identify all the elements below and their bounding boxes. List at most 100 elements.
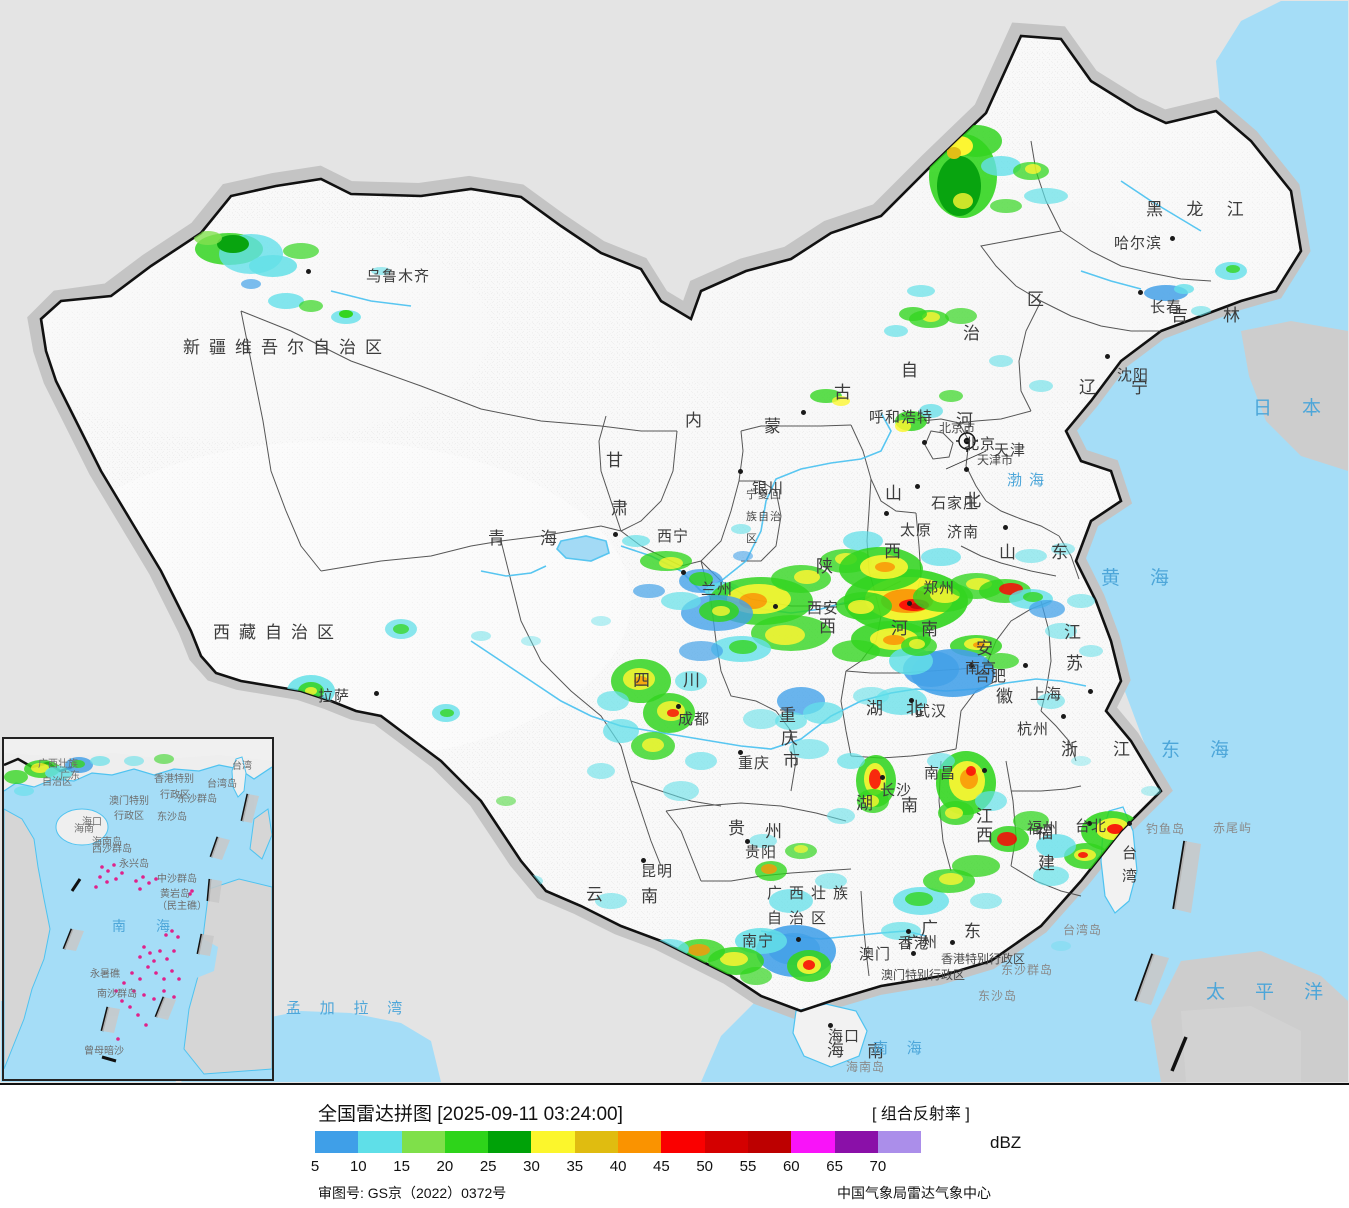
color-scale-tick-40: 40 — [609, 1158, 627, 1175]
province-label-48: 东 — [964, 922, 990, 942]
color-swatch-35 — [574, 1131, 619, 1153]
city-label-18: 杭州 — [1017, 720, 1050, 738]
color-scale-tick-5: 5 — [310, 1158, 320, 1175]
province-label-47: 广 — [921, 919, 947, 939]
city-label-19: 武汉 — [915, 702, 948, 720]
city-label-10: 银川 — [752, 479, 785, 497]
city-marker-22 — [1087, 821, 1092, 826]
inset-label-18: （民主礁） — [157, 901, 207, 912]
city-marker-15 — [969, 663, 974, 668]
color-scale-tick-30: 30 — [523, 1158, 540, 1175]
city-marker-33 — [911, 951, 916, 956]
city-label-28: 南宁 — [742, 932, 775, 950]
city-marker-32 — [950, 940, 955, 945]
city-marker-0 — [306, 269, 311, 274]
sea-label-2: 东 海 — [1161, 739, 1242, 761]
inset-label-17: 黄岩岛 — [160, 889, 190, 900]
province-label-36: 四 — [633, 671, 659, 691]
city-label-7: 石家庄 — [931, 494, 980, 512]
province-label-11: 辽 宁 — [1079, 378, 1157, 398]
province-label-31: 南 — [901, 796, 927, 816]
city-label-9: 济南 — [947, 523, 980, 541]
province-label-52: 湾 — [1122, 867, 1145, 885]
city-label-22: 福州 — [1027, 819, 1060, 837]
city-marker-30 — [828, 1023, 833, 1028]
city-label-5: 北京 — [964, 435, 997, 453]
sea-label-6: 孟 加 拉 湾 — [286, 999, 410, 1017]
city-marker-2 — [1138, 290, 1143, 295]
capital-marker — [956, 430, 978, 452]
province-label-32: 江 — [976, 807, 1002, 827]
province-label-45: 广西壮族 — [767, 884, 856, 902]
color-scale-tick-65: 65 — [826, 1158, 843, 1175]
province-label-51: 台 — [1122, 844, 1145, 862]
island-label-1: 赤尾屿 — [1213, 821, 1253, 835]
island-label-2: 台湾岛 — [1063, 923, 1103, 937]
radar-map-area[interactable]: 新疆维吾尔自治区 西藏自治区青 海内蒙古自治区黑 龙 江吉 林辽 宁河北山西山 东… — [0, 0, 1349, 1083]
color-swatch-70 — [877, 1131, 922, 1153]
province-label-2: 青 海 — [488, 529, 566, 549]
legend-title: 全国雷达拼图 [2025-09-11 03:24:00] — [318, 1104, 623, 1125]
inset-label-5: 行政区 — [160, 790, 190, 801]
sea-label-5: 渤海 — [1007, 471, 1052, 489]
city-marker-26 — [641, 858, 646, 863]
province-label-19: 陕 — [816, 557, 842, 577]
color-swatch-55 — [747, 1131, 792, 1153]
south-china-sea-inset[interactable]: 广西壮族 自治区 广东 台湾 香港特别 行政区 台湾岛 澳门特别 行政区 东沙群岛 东沙岛 海口 海南海… — [2, 737, 274, 1081]
inset-label-6: 台湾岛 — [207, 779, 237, 790]
city-label-26: 昆明 — [641, 862, 674, 880]
color-scale-tick-35: 35 — [566, 1158, 584, 1175]
legend-product-type: [ 组合反射率 ] — [872, 1106, 970, 1123]
province-label-10: 吉 林 — [1171, 306, 1249, 326]
inset-label-9: 东沙群岛 — [177, 794, 217, 805]
color-scale-unit: dBZ — [990, 1133, 1022, 1152]
color-swatch-40 — [618, 1131, 662, 1153]
province-label-57: 澳门特别行政区 — [881, 968, 966, 982]
province-label-4: 蒙 — [764, 417, 790, 437]
city-marker-24 — [738, 750, 743, 755]
city-marker-5 — [922, 440, 927, 445]
color-swatch-65 — [834, 1131, 878, 1153]
province-label-39: 庆 — [781, 729, 807, 749]
city-label-27: 拉萨 — [318, 687, 351, 705]
color-scale-tick-25: 25 — [479, 1158, 497, 1175]
issuing-organization: 中国气象局雷达气象中心 — [837, 1185, 991, 1201]
color-swatch-60 — [791, 1131, 835, 1153]
province-label-14: 山 — [885, 484, 911, 504]
color-scale-tick-15: 15 — [393, 1158, 410, 1175]
city-label-13: 西安 — [807, 599, 840, 617]
city-marker-6 — [964, 467, 969, 472]
province-label-53: 宁夏回 — [746, 488, 782, 501]
city-marker-7 — [915, 484, 920, 489]
province-label-42: 州 — [765, 822, 791, 842]
city-marker-12 — [681, 570, 686, 575]
legend-panel: 全国雷达拼图 [2025-09-11 03:24:00] [ 组合反射率 ] d… — [0, 1083, 1349, 1208]
inset-label-1: 自治区 — [42, 777, 72, 788]
inset-label-21: 曾母暗沙 — [84, 1046, 124, 1057]
city-label-1: 哈尔滨 — [1114, 234, 1163, 252]
city-marker-29 — [906, 929, 911, 934]
inset-sea-label-0: 南 海 — [112, 919, 178, 935]
color-scale-ticks: 5 10 15 20 25 30 35 40 45 50 55 60 65 70 — [311, 1158, 1015, 1176]
map-frame: 新疆维吾尔自治区 西藏自治区青 海内蒙古自治区黑 龙 江吉 林辽 宁河北山西山 东… — [1, 1, 1349, 1082]
inset-label-19: 永暑礁 — [90, 969, 120, 980]
province-label-41: 贵 — [728, 819, 754, 839]
city-label-21: 长沙 — [880, 781, 913, 799]
city-label-33: 澳门 — [859, 945, 892, 963]
sea-label-0: 日 本 海 — [1253, 397, 1349, 419]
inset-label-20: 南沙群岛 — [97, 989, 137, 1000]
color-scale-tick-45: 45 — [653, 1158, 670, 1175]
color-scale-tick-70: 70 — [869, 1158, 887, 1175]
province-label-44: 南 — [641, 887, 667, 907]
city-label-6: 天津 — [994, 441, 1027, 459]
inset-label-2: 广东 — [60, 771, 80, 782]
province-label-46: 自治区 — [767, 909, 834, 927]
inset-label-16: 中沙群岛 — [157, 874, 197, 885]
city-marker-1 — [1170, 236, 1175, 241]
inset-label-7: 澳门特别 — [109, 796, 149, 807]
island-label-5: 海南岛 — [846, 1060, 886, 1074]
province-label-20: 西 — [819, 617, 845, 637]
province-label-1: 西藏自治区 — [213, 623, 343, 643]
inset-label-8: 行政区 — [114, 811, 144, 822]
province-label-25: 江 — [1064, 623, 1090, 643]
